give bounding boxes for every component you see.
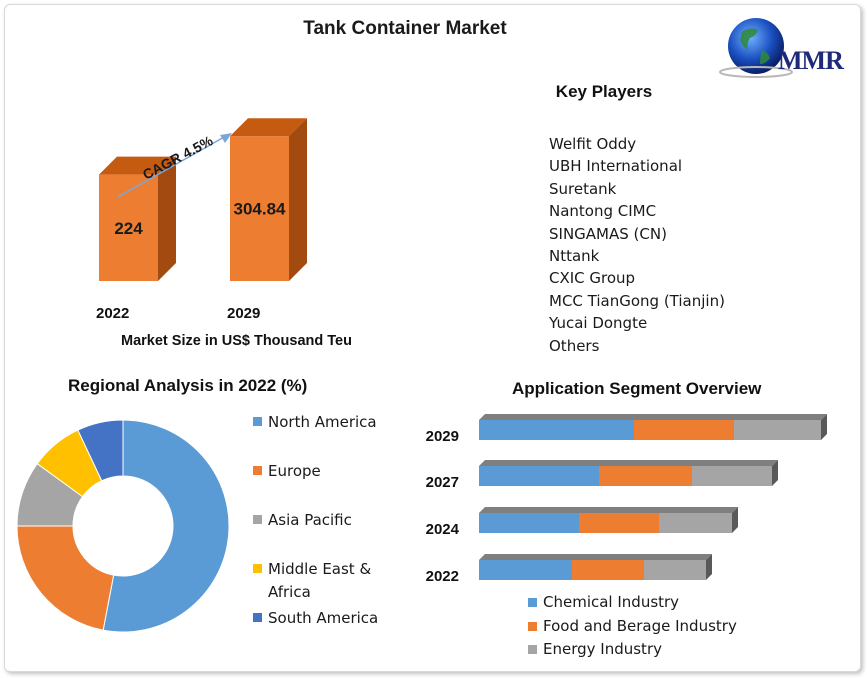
legend-label: Middle East & Africa [268,560,372,601]
bar-top-face [230,118,307,137]
bar-top-face [479,460,778,466]
bar-side-face [732,507,738,533]
category-label: 2027 [426,474,459,491]
stacked-bar-segment [479,560,572,580]
legend-item-chemical: Chemical Industry [528,591,737,615]
regional-legend: North America Europe Asia Pacific Middle… [253,411,403,630]
legend-label: Asia Pacific [268,511,352,529]
stacked-bar-segment [644,560,706,580]
legend-label: Chemical Industry [543,593,680,611]
infographic-frame [4,4,861,672]
bar-side-face [289,118,307,281]
page-title: Tank Container Market [303,18,507,39]
key-player-item: Yucai Dongte [549,314,648,333]
legend-item-asia-pacific: Asia Pacific [253,509,403,532]
legend-swatch [253,417,262,426]
category-label: 2022 [426,568,459,585]
key-player-item: Nantong CIMC [549,202,657,221]
year-label-2029: 2029 [227,305,261,322]
regional-donut-chart [16,419,230,633]
stacked-bar-segment [692,466,772,486]
key-player-item: SINGAMAS (CN) [549,224,667,243]
category-label: 2029 [426,428,459,445]
stacked-bar-segment [572,560,644,580]
key-player-item: UBH International [549,157,683,176]
bar-side-face [706,554,712,580]
legend-label: South America [268,609,379,627]
legend-label: North America [268,413,377,431]
cagr-arrow-head [220,133,232,143]
bar-top-face [99,156,176,175]
key-player-item: CXIC Group [549,269,636,288]
bar-top-face [479,414,827,420]
bar-top-face [479,507,738,513]
bar-value-label: 224 [114,219,143,238]
legend-item-middle-east-africa: Middle East & Africa [253,558,403,604]
legend-swatch [253,613,262,622]
key-players-title: Key Players [555,82,653,101]
cagr-arrow-line [117,135,227,198]
legend-item-north-america: North America [253,411,403,434]
key-player-item: Others [549,336,600,355]
market-size-label: Market Size in US$ Thousand Teu [121,333,352,349]
legend-label: Energy Industry [543,640,662,658]
donut-slice [77,419,124,482]
stacked-bar-segment [479,466,599,486]
application-legend: Chemical Industry Food and Berage Indust… [528,591,737,662]
legend-item-energy: Energy Industry [528,638,737,662]
stacked-bar-segment [599,466,692,486]
globe-icon [719,18,793,78]
legend-item-food: Food and Berage Industry [528,615,737,639]
application-segment-chart: 2029 2027 2024 2022 [426,414,827,585]
bar-top-face [479,554,712,560]
legend-item-south-america: South America [253,607,403,630]
donut-slice [102,419,230,633]
key-player-item: Welfit Oddy [549,135,637,153]
legend-swatch [528,598,537,607]
legend-label: Food and Berage Industry [543,616,737,635]
bar-side-face [821,414,827,440]
stacked-bar-segment [659,513,732,533]
legend-swatch [253,515,262,524]
key-player-item: MCC TianGong (Tianjin) [549,291,725,310]
bar-side-face [772,460,778,486]
donut-slice [16,525,115,631]
legend-swatch [253,466,262,475]
legend-item-europe: Europe [253,460,403,483]
stacked-bar-segment [734,420,821,440]
stacked-bar-segment [479,420,634,440]
key-player-item: Suretank [549,179,617,198]
legend-swatch [528,645,537,654]
stacked-bar-segment [479,513,579,533]
key-players-list: Welfit Oddy UBH International Suretank N… [549,133,725,357]
key-player-item: Nttank [549,246,600,265]
logo-text: MMR [778,46,844,75]
bar [99,174,158,281]
year-label-2022: 2022 [96,305,130,322]
legend-label: Europe [268,462,321,480]
category-label: 2024 [426,521,460,538]
stacked-bar-segment [634,420,734,440]
regional-analysis-title: Regional Analysis in 2022 (%) [68,376,308,395]
legend-swatch [253,564,262,573]
stacked-bar-segment [579,513,659,533]
legend-swatch [528,621,537,631]
bar [230,136,289,281]
application-segment-title: Application Segment Overview [512,379,762,398]
bar-side-face [158,156,176,281]
bar-value-label: 304.84 [234,200,287,219]
